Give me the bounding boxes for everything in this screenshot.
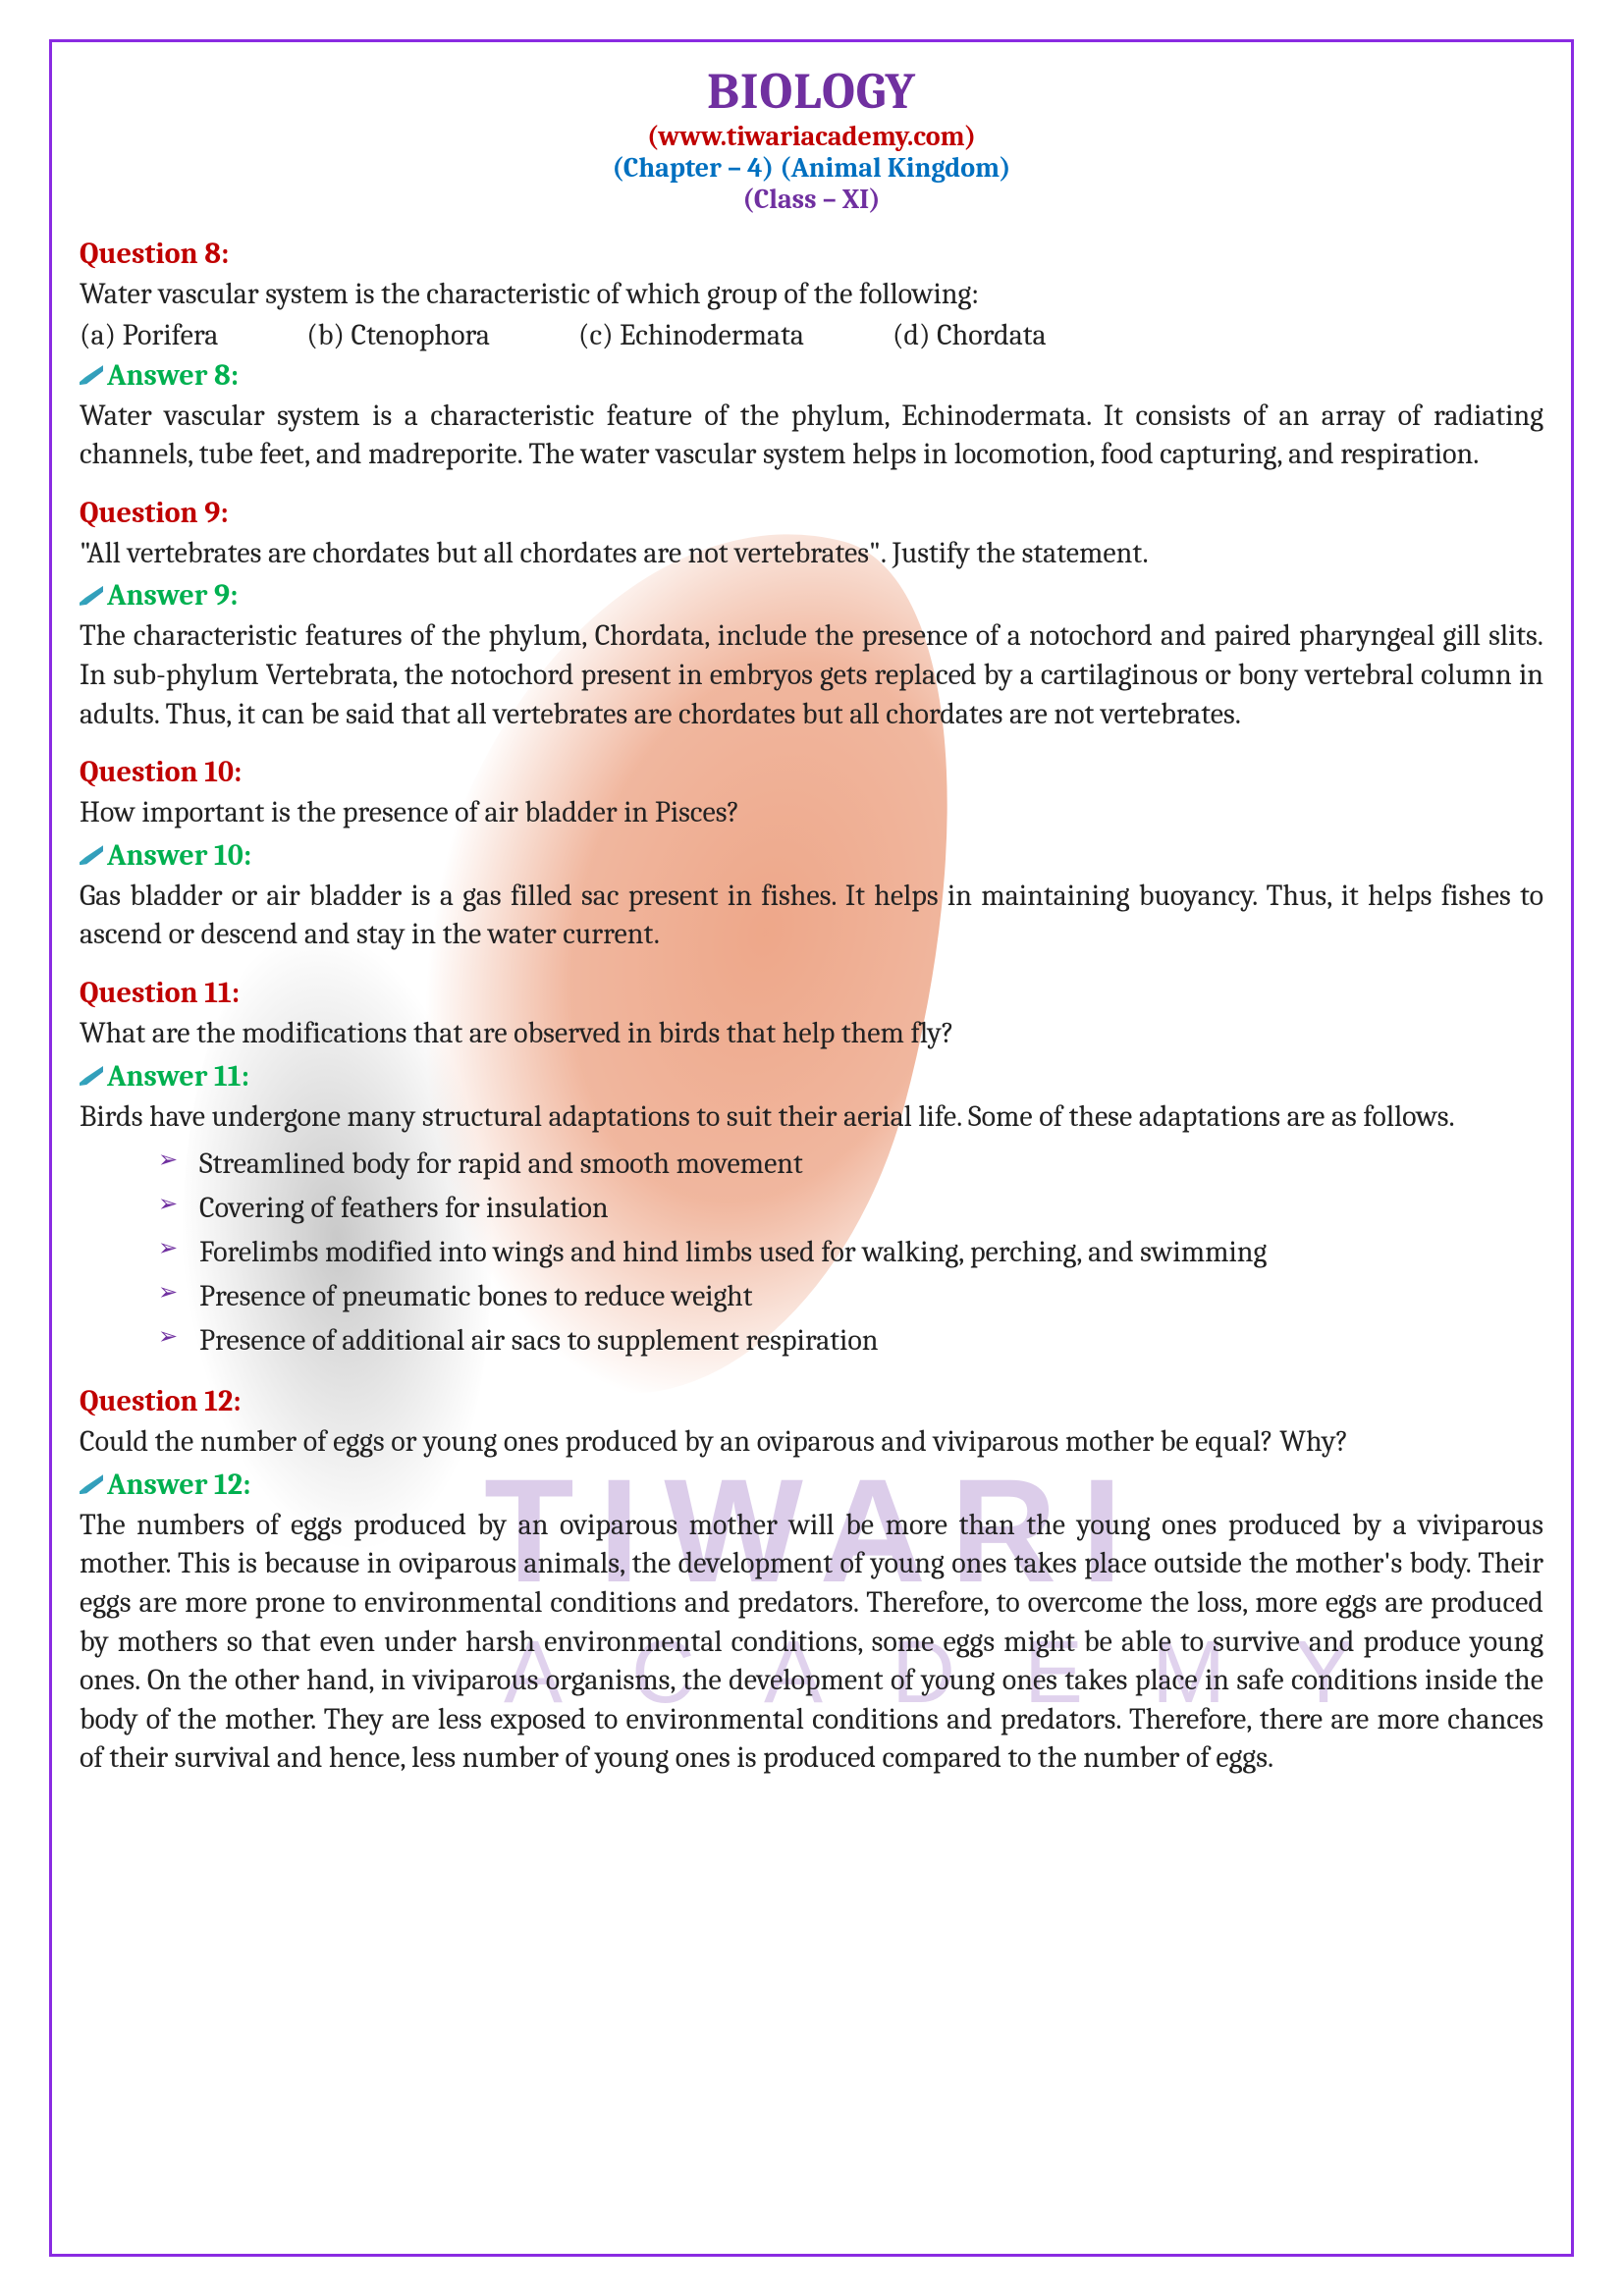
option-b: (b) Ctenophora xyxy=(306,318,490,352)
list-item: Presence of pneumatic bones to reduce we… xyxy=(158,1274,1543,1318)
content: BIOLOGY (www.tiwariacademy.com) (Chapter… xyxy=(80,62,1543,1778)
answer-11-label-text: Answer 11: xyxy=(107,1059,249,1094)
question-10-label: Question 10: xyxy=(80,755,1543,789)
class-line: (Class – XI) xyxy=(80,184,1543,215)
list-item: Presence of additional air sacs to suppl… xyxy=(158,1318,1543,1362)
answer-8-text: Water vascular system is a characteristi… xyxy=(80,397,1543,474)
subject-title: BIOLOGY xyxy=(80,62,1543,121)
option-a: (a) Porifera xyxy=(80,318,218,352)
answer-11-label: Answer 11: xyxy=(80,1059,1543,1094)
option-d: (d) Chordata xyxy=(893,318,1047,352)
answer-12-label: Answer 12: xyxy=(80,1468,1543,1502)
answer-icon xyxy=(80,1066,103,1086)
question-12-text: Could the number of eggs or young ones p… xyxy=(80,1422,1543,1462)
question-8-options: (a) Porifera (b) Ctenophora (c) Echinode… xyxy=(80,318,1543,352)
question-10-text: How important is the presence of air bla… xyxy=(80,793,1543,832)
answer-10-label-text: Answer 10: xyxy=(107,838,251,873)
list-item: Covering of feathers for insulation xyxy=(158,1186,1543,1230)
answer-8-label: Answer 8: xyxy=(80,358,1543,393)
question-11-text: What are the modifications that are obse… xyxy=(80,1014,1543,1053)
answer-11-intro-text: Birds have undergone many structural ada… xyxy=(80,1097,1543,1137)
answer-10-label: Answer 10: xyxy=(80,838,1543,873)
page-header: BIOLOGY (www.tiwariacademy.com) (Chapter… xyxy=(80,62,1543,215)
page-border: TIWARI ACADEMY BIOLOGY (www.tiwariacadem… xyxy=(49,39,1574,2257)
answer-12-label-text: Answer 12: xyxy=(107,1468,250,1502)
list-item: Forelimbs modified into wings and hind l… xyxy=(158,1230,1543,1274)
answer-icon xyxy=(80,845,103,865)
chapter-line: (Chapter – 4) (Animal Kingdom) xyxy=(80,152,1543,184)
answer-11-intro: Birds have undergone many structural ada… xyxy=(80,1097,1543,1363)
option-c: (c) Echinodermata xyxy=(578,318,804,352)
answer-12-text: The numbers of eggs produced by an ovipa… xyxy=(80,1506,1543,1778)
question-8-label: Question 8: xyxy=(80,237,1543,271)
answer-9-label: Answer 9: xyxy=(80,578,1543,613)
answer-9-label-text: Answer 9: xyxy=(107,578,238,613)
question-12-label: Question 12: xyxy=(80,1384,1543,1418)
answer-9-text: The characteristic features of the phylu… xyxy=(80,616,1543,733)
question-8-text: Water vascular system is the characteris… xyxy=(80,275,1543,314)
question-9-text: "All vertebrates are chordates but all c… xyxy=(80,534,1543,573)
question-9-label: Question 9: xyxy=(80,496,1543,530)
answer-icon xyxy=(80,1474,103,1494)
list-item: Streamlined body for rapid and smooth mo… xyxy=(158,1142,1543,1186)
answer-10-text: Gas bladder or air bladder is a gas fill… xyxy=(80,877,1543,954)
answer-11-list: Streamlined body for rapid and smooth mo… xyxy=(80,1142,1543,1362)
question-11-label: Question 11: xyxy=(80,976,1543,1010)
answer-8-label-text: Answer 8: xyxy=(107,358,239,393)
website-url: (www.tiwariacademy.com) xyxy=(80,121,1543,152)
answer-icon xyxy=(80,365,103,385)
answer-icon xyxy=(80,586,103,606)
